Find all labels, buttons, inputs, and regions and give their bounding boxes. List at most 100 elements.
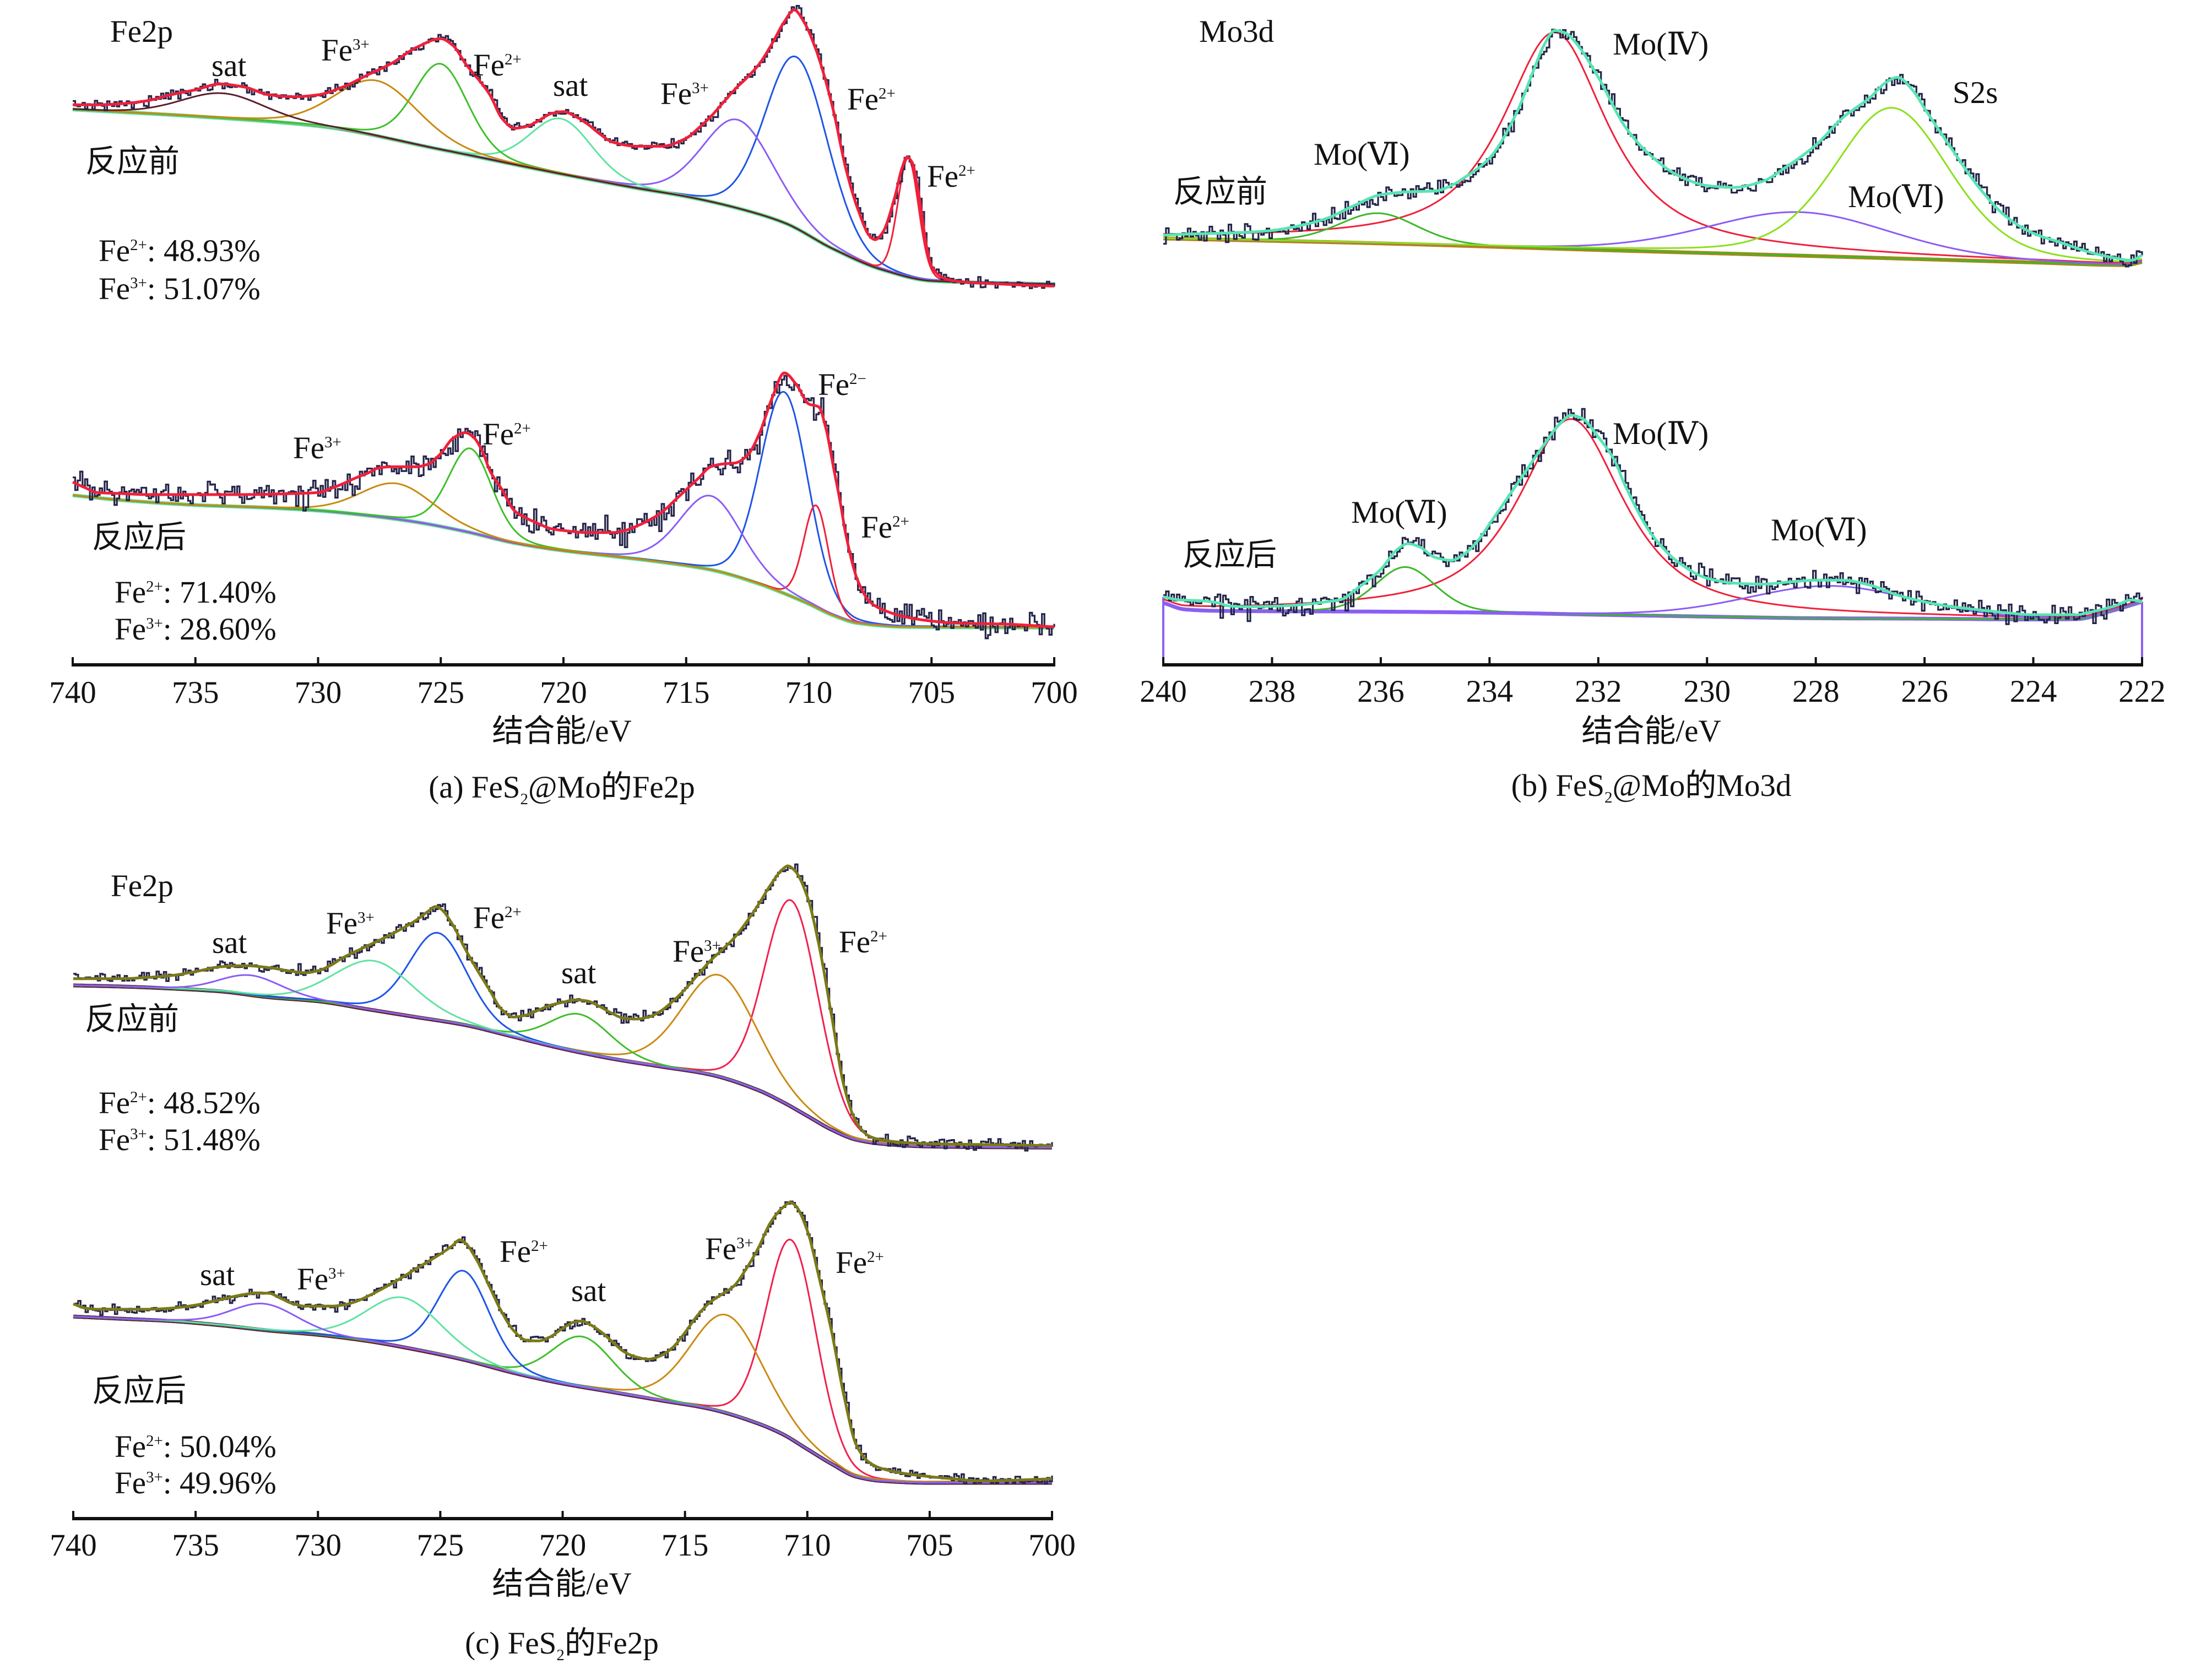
caption-text: (b) FeS [1511,768,1605,803]
peak-label-text: Fe [321,33,353,68]
peak-label-sat: sat [212,50,246,82]
peak-label-fe3plus: Fe3+ [705,1233,753,1265]
peak-label-fe2plus: Fe2+ [482,419,531,450]
peak-label-sat: sat [561,957,596,989]
ion-symbol: Fe [115,612,146,647]
fit-envelope-line [72,8,1055,288]
peak-label-text: sat [561,956,597,990]
peak-label-fe2plus: Fe2+ [861,512,909,543]
peak-label-charge: 2+ [892,513,909,530]
panel-a-caption: (a) FeS2@Mo的Fe2p [429,770,695,808]
peak-label-charge: 3+ [692,79,709,97]
ion-symbol: Fe [115,1429,146,1464]
peak-label-text: Fe [818,367,849,402]
state-label-before-reaction: 反应前 [1173,175,1267,209]
fraction-value: : 51.07% [147,272,261,306]
x-tick-label: 234 [1466,674,1514,709]
ion-charge: 2+ [130,236,147,254]
peak-label-charge: 2+ [870,928,887,945]
peak-label-text: sat [212,925,247,960]
peak-label-sat: sat [212,927,247,958]
peak-label-charge: 2− [849,370,866,388]
fe3plus-fraction-label: Fe3+: 51.07% [99,273,261,305]
ion-charge: 2+ [146,1432,163,1450]
peak-label-fe2plus: Fe2+ [927,161,975,192]
panel-a-plot [72,5,1055,666]
caption-text: @Mo的Fe2p [528,770,695,805]
peak-label-fe3plus: Fe3+ [293,432,341,464]
peak-label-text: Fe [326,906,357,941]
x-tick-label: 720 [540,675,587,710]
ion-charge: 3+ [130,1125,147,1143]
peak-label-text: Fe [500,1234,531,1269]
x-tick-label: 700 [1028,1528,1076,1563]
fe3plus-fraction-label: Fe3+: 28.60% [115,614,276,645]
peak-label-text: Fe [836,1245,867,1280]
peak-label-charge: 3+ [736,1234,753,1252]
peak-label-text: Fe [473,48,505,83]
ion-symbol: Fe [99,234,130,268]
state-label-after-reaction: 反应后 [1183,538,1277,572]
ion-symbol: Fe [115,1466,146,1500]
x-tick-label: 710 [785,675,833,710]
panel-b-caption: (b) FeS2@Mo的Mo3d [1511,768,1792,806]
peak-label-fe2plus: Fe2+ [473,50,522,81]
x-tick-label: 735 [172,675,219,710]
peak-label-charge: 3+ [328,1265,345,1282]
peak-label-fe2plus: Fe2+ [500,1236,548,1267]
x-tick-label: 715 [661,1528,709,1563]
peak-label-fe2minus: Fe2− [818,369,866,400]
state-label-after-reaction: 反应后 [92,520,186,555]
x-tick-label: 730 [294,675,342,710]
fe2plus-fraction-label: Fe2+: 71.40% [115,577,276,608]
fe2plus-fraction-label: Fe2+: 48.52% [99,1087,261,1119]
peak-label-text: Fe [861,510,892,545]
fraction-value: : 50.04% [162,1429,276,1464]
peak-label-mo-iv: Mo(Ⅳ) [1613,29,1709,60]
x-tick-label: 720 [539,1528,587,1563]
peak-label-text: Fe [293,431,324,465]
x-tick-label: 228 [1792,674,1840,709]
peak-label-fe3plus: Fe3+ [297,1264,345,1295]
x-tick-label: 710 [784,1528,831,1563]
peak-label-s2s: S2s [1953,77,1998,109]
fit-envelope-line [73,864,1053,1147]
ion-charge: 3+ [146,1468,163,1486]
peak-label-sat: sat [200,1259,235,1291]
peak-label-charge: 2+ [867,1248,884,1266]
x-tick-label: 240 [1140,674,1187,709]
panel-c-caption: (c) FeS2的Fe2p [465,1628,659,1663]
x-tick-label: 705 [908,675,956,710]
peak-label-text: Mo(Ⅵ) [1848,180,1944,214]
spectrum-before-reaction [72,863,1053,1152]
caption-text: @Mo的Mo3d [1612,768,1792,803]
peak-label-charge: 2+ [958,162,975,180]
state-label-before-reaction: 反应前 [85,144,180,179]
fe2plus-fraction-label: Fe2+: 48.93% [99,235,261,267]
peak-component-sat [72,92,1055,285]
fit-envelope-line [73,1201,1053,1482]
peak-label-charge: 2+ [505,51,522,68]
panel-c-x-axis-label: 结合能/eV [492,1567,632,1601]
panel-a-x-axis [72,657,1055,666]
x-tick-label: 740 [49,675,96,710]
peak-component-mo-vi [1163,566,2143,621]
x-tick-label: 700 [1031,675,1078,710]
x-tick-label: 232 [1575,674,1622,709]
x-tick-label: 715 [663,675,710,710]
panel-a-x-axis-label: 结合能/eV [492,714,632,749]
x-tick-label: 238 [1248,674,1296,709]
caption-text: (a) FeS [429,770,521,805]
ion-symbol: Fe [99,1123,130,1157]
peak-label-text: Mo(Ⅳ) [1613,416,1709,451]
peak-component-sat [73,1303,1052,1484]
panel-c-plot [72,863,1053,1520]
peak-label-fe3plus: Fe3+ [673,936,721,967]
peak-label-text: Fe [847,82,879,117]
fit-envelope-line [1163,29,2143,262]
peak-label-sat: sat [553,70,588,101]
panel-b-x-axis-label: 结合能/eV [1581,714,1721,749]
spectrum-before-reaction [72,5,1055,289]
